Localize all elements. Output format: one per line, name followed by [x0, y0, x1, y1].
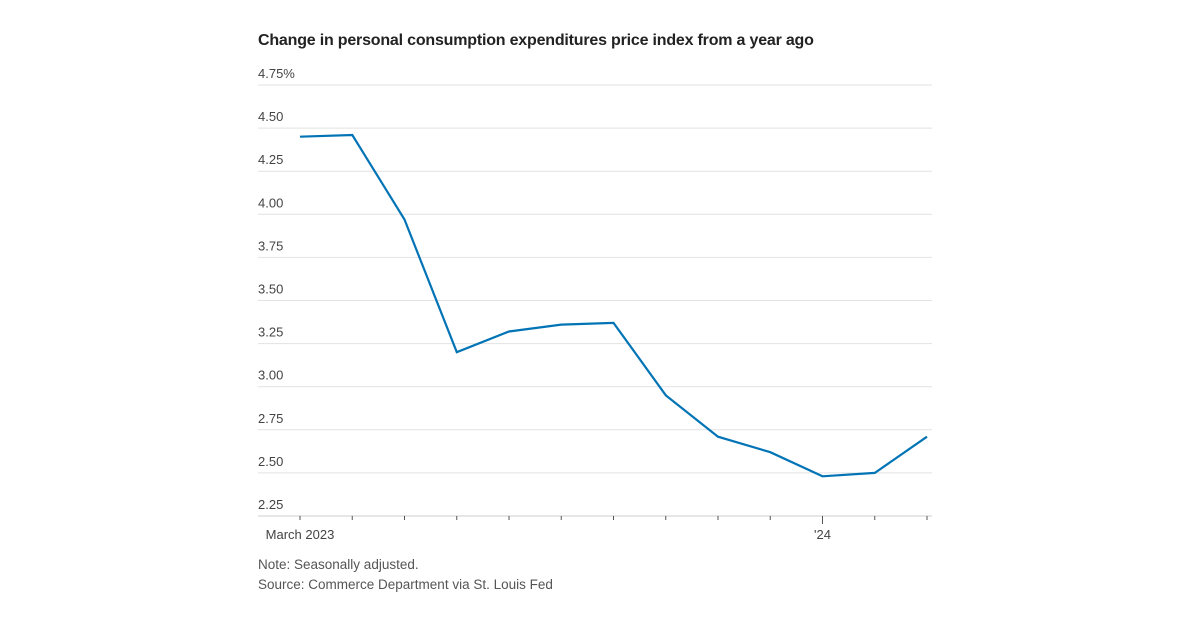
x-tick-label: March 2023 — [266, 527, 335, 542]
series-line — [299, 133, 928, 478]
y-tick-label: 3.75 — [258, 238, 283, 253]
y-tick-label: 2.50 — [258, 454, 283, 469]
note-text: Note: Seasonally adjusted. — [258, 557, 419, 572]
y-tick-label: 3.50 — [258, 282, 283, 297]
y-tick-label: 3.00 — [258, 368, 283, 383]
y-tick-label: 2.25 — [258, 497, 283, 512]
x-tick-label: '24 — [814, 527, 831, 542]
y-tick-label: 4.50 — [258, 109, 283, 124]
source-text: Source: Commerce Department via St. Loui… — [258, 577, 553, 592]
y-tick-label: 4.75% — [258, 66, 295, 81]
y-tick-label: 3.25 — [258, 325, 283, 340]
y-tick-label: 4.00 — [258, 195, 283, 210]
chart-title: Change in personal consumption expenditu… — [258, 32, 814, 49]
y-tick-label: 4.25 — [258, 152, 283, 167]
y-tick-label: 2.75 — [258, 411, 283, 426]
chart-notes: Note: Seasonally adjusted. Source: Comme… — [258, 555, 553, 595]
